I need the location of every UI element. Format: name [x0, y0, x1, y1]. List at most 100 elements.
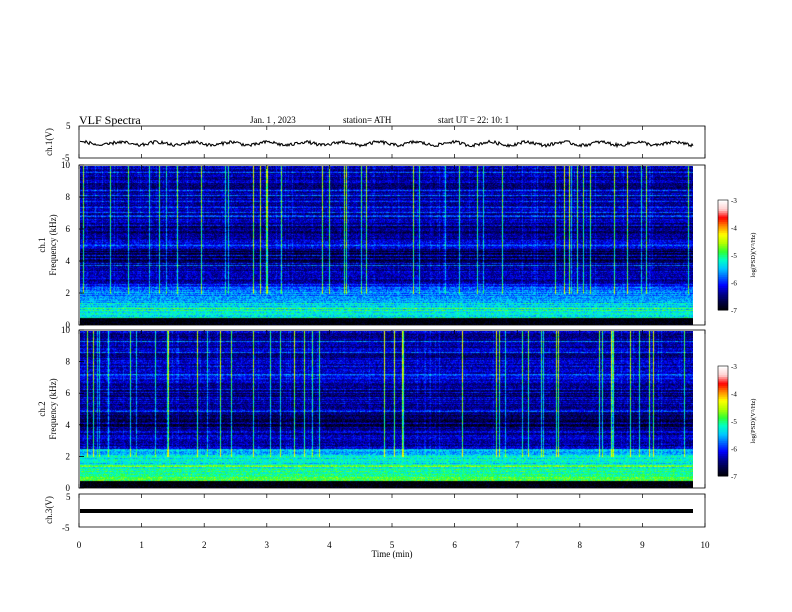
colorbar-segment: [718, 457, 728, 460]
colorbar-segment: [718, 375, 728, 378]
colorbar-segment: [718, 240, 728, 243]
time-tick-label: 6: [452, 540, 457, 550]
colorbar-segment: [718, 406, 728, 409]
colorbar-tick-label: -3: [731, 363, 737, 371]
colorbar-segment: [718, 397, 728, 400]
colorbar-segment: [718, 295, 728, 298]
colorbar-segment: [718, 236, 728, 239]
colorbar-segment: [718, 468, 728, 471]
colorbar-segment: [718, 474, 728, 477]
colorbar-segment: [718, 444, 728, 448]
colorbar-segment: [718, 214, 728, 217]
colorbar-segment: [718, 302, 728, 305]
colorbar-segment: [718, 408, 728, 411]
ch3-ytick-5: 5: [66, 492, 71, 502]
colorbar-segment: [718, 231, 728, 234]
colorbar-segment: [718, 277, 728, 280]
colorbar-segment: [718, 304, 728, 307]
colorbar-segment: [718, 273, 728, 276]
colorbar-segment: [718, 207, 728, 210]
colorbar-segment: [718, 288, 728, 291]
colorbar-segment: [718, 229, 728, 232]
ch1-trace: [79, 139, 694, 149]
time-tick-label: 4: [327, 540, 332, 550]
colorbar-segment: [718, 382, 728, 385]
colorbar-segment: [718, 459, 728, 462]
colorbar-segment: [718, 391, 728, 394]
colorbar-segment: [718, 470, 728, 473]
colorbar-segment: [718, 227, 728, 230]
colorbar-segment: [718, 225, 728, 228]
freq-tick-label: 0: [66, 483, 71, 493]
colorbar-segment: [718, 300, 728, 304]
colorbar-segment: [718, 443, 728, 446]
colorbar-segment: [718, 393, 728, 396]
time-tick-label: 2: [202, 540, 207, 550]
colorbar-tick-label: -6: [731, 280, 737, 288]
colorbar-segment: [718, 400, 728, 404]
colorbar-segment: [718, 203, 728, 206]
time-tick-label: 7: [515, 540, 520, 550]
colorbar-segment: [718, 200, 728, 203]
freq-tick-label: 8: [66, 192, 71, 202]
colorbar-tick-label: -3: [731, 197, 737, 205]
colorbar-segment: [718, 450, 728, 453]
colorbar-segment: [718, 452, 728, 455]
colorbar-segment: [718, 284, 728, 287]
freq-tick-label: 6: [66, 224, 71, 234]
ch2-spec-ylabel-channel: ch.2: [37, 401, 47, 416]
colorbar-segment: [718, 410, 728, 413]
colorbar-segment: [718, 437, 728, 440]
time-tick-label: 3: [265, 540, 270, 550]
colorbar-segment: [718, 308, 728, 311]
colorbar-segment: [718, 293, 728, 296]
colorbar-segment: [718, 433, 728, 437]
time-tick-label: 10: [701, 540, 711, 550]
time-tick-label: 1: [139, 540, 144, 550]
ch2-spec-ylabel-freq: Frequency (kHz): [48, 378, 58, 439]
y-axis-labels: 5 -5 ch.1(V) ch.1 Frequency (kHz) ch.2 F…: [37, 121, 71, 533]
time-tick-label: 0: [77, 540, 82, 550]
colorbar-segment: [718, 201, 728, 205]
colorbar-segment: [718, 454, 728, 457]
colorbar-segment: [718, 267, 728, 271]
colorbar-segment: [718, 253, 728, 256]
colorbar-segment: [718, 266, 728, 269]
colorbar-segment: [718, 367, 728, 371]
colorbar-segment: [718, 271, 728, 274]
colorbar-segment: [718, 455, 728, 459]
ch2-spectrogram-image: [80, 331, 693, 488]
colorbar-segment: [718, 242, 728, 245]
colorbar-segment: [718, 465, 728, 468]
ch1-panel-frame: [78, 125, 706, 159]
time-axis-ticks: 0 1 2 3 4 5 6 7 8 9 10: [77, 126, 710, 550]
colorbar-segment: [718, 373, 728, 376]
ch1-spectrogram-image: [80, 166, 693, 325]
colorbar-segment: [718, 245, 728, 249]
colorbar-tick-label: -5: [731, 418, 737, 426]
colorbar-frame: [717, 365, 729, 477]
colorbar-segment: [718, 212, 728, 216]
ch1-spec-ylabel-channel: ch.1: [37, 237, 47, 252]
colorbar-segment: [718, 430, 728, 433]
colorbar-label: log(PSD)(V²/Hz): [750, 233, 757, 278]
freq-tick-label: 6: [66, 388, 71, 398]
ch1-ylabel: ch.1(V): [44, 128, 54, 156]
colorbar-segment: [718, 388, 728, 391]
colorbar-tick-label: -4: [731, 391, 737, 399]
colorbar-segment: [718, 422, 728, 426]
colorbar-segment: [718, 209, 728, 212]
colorbar-segment: [718, 262, 728, 265]
freq-tick-label: 4: [66, 256, 71, 266]
colorbar-segment: [718, 291, 728, 294]
colorbar-segment: [718, 402, 728, 405]
colorbar-segment: [718, 428, 728, 431]
colorbar-segment: [718, 255, 728, 258]
colorbar-frame: [717, 199, 729, 311]
time-tick-label: 9: [640, 540, 645, 550]
colorbar-segment: [718, 378, 728, 382]
time-axis-label: Time (min): [372, 549, 413, 559]
colorbar-segment: [718, 247, 728, 250]
